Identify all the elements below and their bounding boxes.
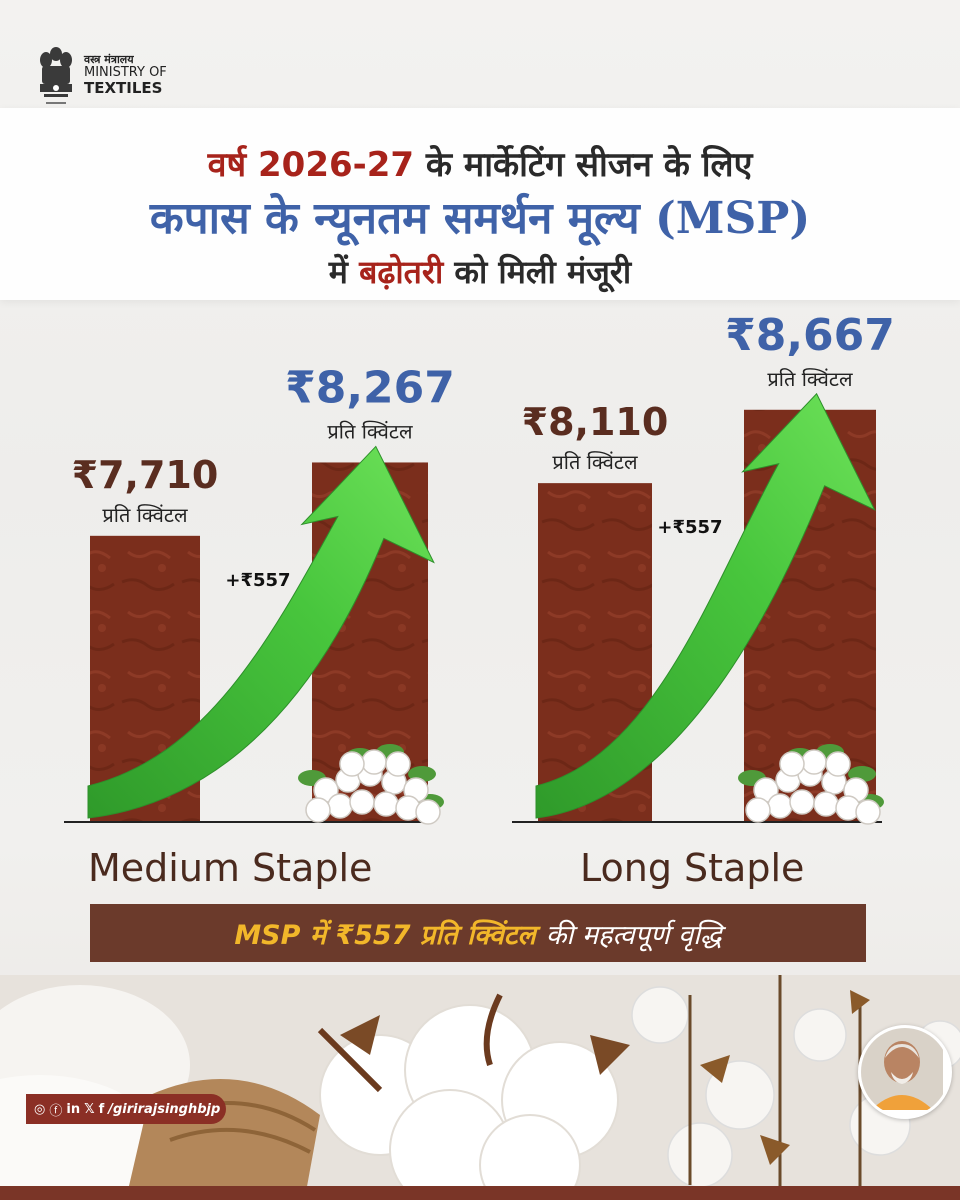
facebook-icon: ⓕ (49, 1103, 63, 1119)
cotton-boll (801, 749, 827, 775)
cotton-boll (305, 797, 331, 823)
value-label-medium-old: ₹7,710 (72, 453, 219, 497)
ministry-name-line2: TEXTILES (84, 79, 163, 98)
cotton-boll (415, 799, 441, 825)
national-emblem-icon (40, 47, 72, 104)
cotton-boll (361, 749, 387, 775)
headline-line2: कपास के न्यूनतम समर्थन मूल्य (MSP) (149, 193, 811, 244)
cotton-field-image (0, 975, 960, 1200)
headline-year: वर्ष 2026-27 (207, 145, 415, 185)
headline-line1: वर्ष 2026-27 के मार्केटिंग सीजन के लिए (0, 140, 960, 186)
cotton-boll (385, 751, 411, 777)
value-label-medium-new: ₹8,267 (285, 362, 455, 413)
instagram-icon: ◎ (34, 1101, 46, 1117)
social-handle-text: /girirajsinghbjp (108, 1101, 221, 1117)
footer-bar (0, 1186, 960, 1200)
unit-label-long-old: प्रति क्विंटल (552, 450, 638, 474)
headline-band (0, 108, 960, 300)
cotton-boll (327, 793, 353, 819)
unit-label-medium-new: प्रति क्विंटल (327, 419, 413, 443)
headline-line1-rest: के मार्केटिंग सीजन के लिए (425, 145, 753, 185)
cotton-boll (825, 751, 851, 777)
ministry-logo: वस्त्र मंत्रालय MINISTRY OF TEXTILES (36, 44, 167, 114)
cotton-boll (373, 791, 399, 817)
cotton-bolls-long (738, 744, 884, 825)
cotton-boll (813, 791, 839, 817)
cotton-boll (789, 789, 815, 815)
msp-bar-chart: ₹7,710 प्रति क्विंटल ₹8,267 प्रति क्विंटल +₹… (64, 310, 895, 825)
unit-label-long-new: प्रति क्विंटल (767, 367, 853, 391)
category-label-long-staple: Long Staple (580, 846, 805, 890)
headline-line3: में बढ़ोतरी को मिली मंजूरी (0, 250, 960, 293)
cotton-boll (779, 751, 805, 777)
headline-increase-word: बढ़ोतरी (359, 253, 444, 291)
social-handle-badge[interactable]: ◎ ⓕ in 𝕏 f /girirajsinghbjp (26, 1094, 226, 1124)
x-icon: 𝕏 (84, 1101, 95, 1117)
value-label-long-old: ₹8,110 (522, 400, 669, 444)
increase-label-medium: +₹557 (225, 570, 290, 591)
cotton-boll (349, 789, 375, 815)
leader-avatar (858, 1025, 952, 1119)
headline-line3-post: को मिली मंजूरी (454, 253, 632, 291)
growth-arrow-medium (87, 445, 435, 819)
facebook-f-icon: f (98, 1101, 105, 1117)
growth-arrow-long (535, 392, 876, 819)
linkedin-icon: in (66, 1101, 81, 1117)
person-portrait-icon (861, 1028, 943, 1110)
headline-line3-pre: में (328, 253, 348, 291)
cotton-bolls-medium (298, 744, 444, 825)
cotton-boll (855, 799, 881, 825)
summary-banner: MSP में ₹557 प्रति क्विंटल की महत्वपूर्ण… (90, 904, 866, 962)
cotton-boll (767, 793, 793, 819)
banner-rest-text: की महत्वपूर्ण वृद्धि (545, 919, 722, 951)
banner-bold-text: MSP में ₹557 प्रति क्विंटल (234, 919, 536, 951)
value-label-long-new: ₹8,667 (725, 310, 895, 361)
category-label-medium-staple: Medium Staple (88, 846, 373, 890)
cotton-boll (745, 797, 771, 823)
ministry-name-line1: MINISTRY OF (84, 65, 167, 81)
ministry-hindi-name: वस्त्र मंत्रालय (84, 53, 134, 66)
increase-label-long: +₹557 (657, 517, 722, 538)
unit-label-medium-old: प्रति क्विंटल (102, 503, 188, 527)
cotton-boll (339, 751, 365, 777)
